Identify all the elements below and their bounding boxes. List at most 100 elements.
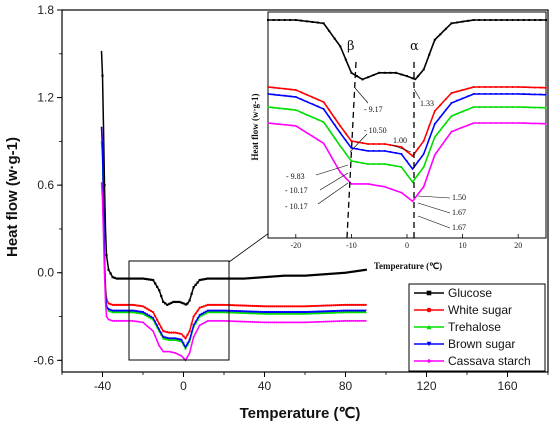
series-point	[467, 19, 470, 22]
series-point	[539, 106, 542, 109]
series-point	[483, 93, 486, 95]
series-point	[206, 309, 209, 312]
series-point	[147, 316, 151, 319]
y-tick-label: -0.6	[33, 353, 54, 367]
series-point	[158, 344, 161, 347]
series-point	[111, 319, 114, 323]
series-point	[237, 277, 240, 280]
series-point	[311, 135, 314, 138]
series-point	[330, 272, 333, 275]
series-point	[115, 309, 118, 312]
series-point	[539, 86, 542, 89]
series-point	[324, 320, 327, 323]
series-point	[275, 311, 278, 314]
series-point	[164, 336, 167, 339]
series-point	[394, 152, 397, 154]
series-point	[170, 331, 173, 334]
series-point	[109, 303, 112, 306]
series-point	[317, 138, 320, 141]
series-point	[336, 311, 339, 314]
series-point	[269, 321, 272, 324]
series-point	[150, 317, 153, 320]
series-point	[168, 337, 171, 340]
series-point	[356, 319, 359, 323]
series-point	[362, 311, 365, 314]
series-point	[352, 319, 355, 323]
series-point	[224, 303, 228, 307]
series-point	[400, 153, 403, 155]
series-point	[285, 305, 288, 308]
series-point	[245, 310, 248, 313]
series-point	[316, 273, 319, 276]
series-point	[271, 305, 274, 308]
series-point	[220, 277, 224, 280]
series-point	[346, 311, 349, 314]
series-point	[355, 75, 358, 78]
series-point	[273, 321, 276, 324]
series-point	[332, 320, 335, 323]
series-point	[318, 312, 321, 315]
series-point	[346, 303, 349, 306]
series-point	[305, 20, 308, 23]
series-point	[267, 275, 270, 278]
series-point	[141, 277, 145, 280]
series-point	[539, 19, 542, 21]
series-point	[115, 319, 118, 323]
series-point	[283, 312, 286, 315]
series-point	[500, 86, 503, 88]
x-tick-label: -40	[94, 379, 112, 393]
series-point	[494, 122, 497, 124]
series-point	[241, 310, 244, 313]
series-point	[135, 320, 139, 323]
series-point	[182, 302, 185, 305]
series-point	[281, 312, 284, 315]
series-point	[166, 338, 169, 341]
series-point	[139, 320, 143, 324]
series-point	[348, 303, 351, 306]
series-point	[287, 321, 290, 324]
series-point	[218, 303, 222, 306]
series-point	[178, 332, 181, 335]
series-point	[194, 283, 197, 287]
series-point	[489, 19, 492, 21]
series-point	[309, 321, 313, 324]
series-point	[545, 93, 547, 96]
series-point	[333, 161, 336, 164]
series-point	[277, 311, 280, 314]
series-point	[166, 331, 169, 334]
series-point	[300, 19, 303, 22]
series-point	[119, 319, 122, 323]
series-point	[228, 320, 232, 323]
series-point	[267, 321, 270, 324]
series-point	[249, 304, 252, 307]
series-point	[208, 319, 211, 323]
series-point	[141, 305, 145, 308]
series-point	[295, 312, 298, 315]
series-point	[194, 312, 197, 315]
series-point	[322, 304, 325, 307]
series-point	[273, 305, 276, 308]
series-point	[251, 310, 254, 313]
series-point	[279, 274, 282, 278]
series-point	[196, 281, 199, 284]
series-point	[293, 312, 296, 315]
series-point	[444, 98, 447, 100]
series-point	[342, 309, 345, 312]
series-point	[494, 106, 497, 108]
series-point	[210, 319, 213, 323]
series-point	[350, 182, 353, 185]
legend: Glucose White sugar Trehalose Brown sugar Ca…	[408, 283, 546, 372]
series-point	[450, 115, 453, 117]
x-tick-label: 40	[258, 379, 272, 393]
series-point	[324, 304, 327, 307]
series-point	[247, 277, 250, 280]
series-point	[129, 303, 132, 306]
series-point	[214, 319, 217, 323]
series-point	[176, 331, 179, 335]
series-point	[428, 151, 431, 153]
series-point	[231, 311, 234, 314]
series-point	[332, 304, 335, 307]
inset-annotations: - 9.17 1.33 - 10.50 1.00 - 9.83 - 10.17 …	[285, 87, 466, 232]
series-point	[160, 294, 163, 298]
